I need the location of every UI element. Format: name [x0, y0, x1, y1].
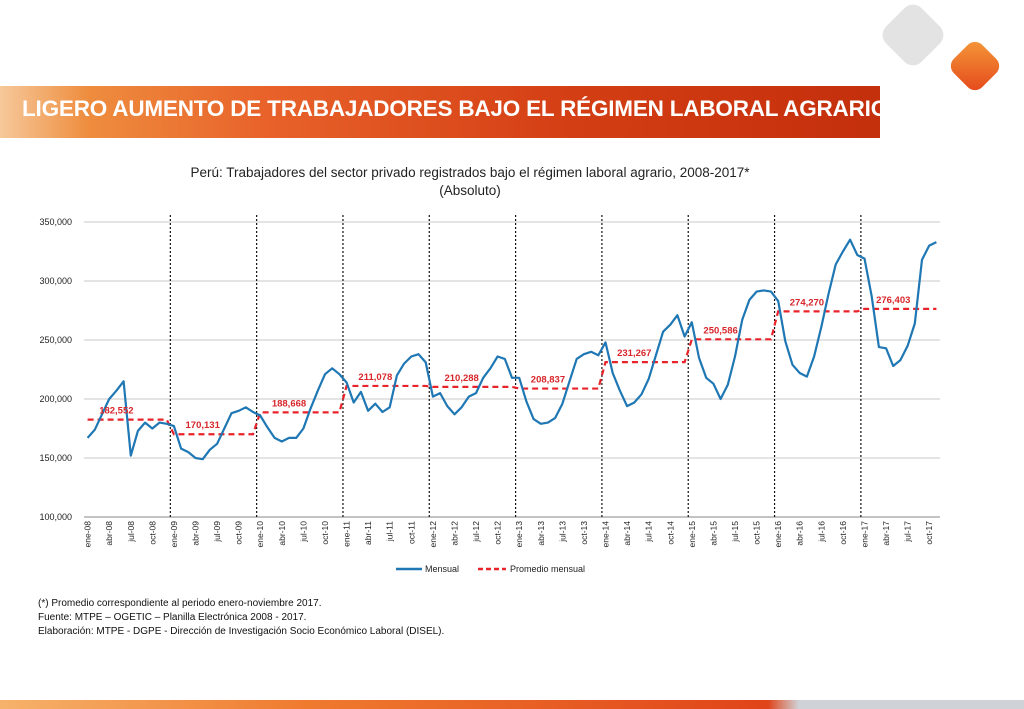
note-line: (*) Promedio correspondiente al periodo … — [38, 598, 322, 609]
average-data-label: 250,586 — [703, 325, 737, 336]
x-tick-label: jul-10 — [298, 521, 308, 543]
x-tick-label: oct-12 — [493, 521, 503, 545]
x-tick-label: oct-10 — [320, 521, 330, 545]
average-data-label: 188,668 — [272, 398, 306, 409]
x-tick-label: ene-17 — [859, 521, 869, 548]
x-tick-label: jul-13 — [557, 521, 567, 543]
logo-orange-diamond — [946, 37, 1004, 95]
note-line: Elaboración: MTPE - DGPE - Dirección de … — [38, 626, 445, 637]
x-tick-label: jul-09 — [212, 521, 222, 543]
x-tick-label: oct-08 — [147, 521, 157, 545]
monthly-series-line — [86, 238, 937, 461]
x-tick-label: jul-12 — [471, 521, 481, 543]
y-tick-label: 250,000 — [39, 335, 72, 345]
average-data-label: 211,078 — [358, 372, 392, 383]
x-tick-label: abr-12 — [449, 521, 459, 546]
logo-gray-diamond — [877, 0, 949, 71]
x-tick-label: abr-08 — [104, 521, 114, 546]
x-tick-label: oct-15 — [752, 521, 762, 545]
chart-title-block: Perú: Trabajadores del sector privado re… — [0, 164, 940, 200]
x-tick-label: ene-13 — [514, 521, 524, 548]
x-tick-label: abr-15 — [708, 521, 718, 546]
x-tick-label: abr-17 — [881, 521, 891, 546]
x-tick-label: ene-11 — [342, 521, 352, 547]
average-data-label: 276,403 — [876, 295, 910, 306]
chart-subtitle: (Absoluto) — [439, 183, 501, 198]
x-tick-label: jul-11 — [385, 521, 395, 542]
average-series-line — [87, 307, 937, 436]
x-tick-label: ene-08 — [83, 521, 93, 548]
average-data-label: 182,552 — [99, 406, 133, 417]
x-tick-label: ene-12 — [428, 521, 438, 548]
x-tick-label: abr-10 — [277, 521, 287, 546]
x-tick-label: abr-16 — [795, 521, 805, 546]
page-title: LIGERO AUMENTO DE TRABAJADORES BAJO EL R… — [22, 96, 888, 121]
x-tick-label: oct-13 — [579, 521, 589, 545]
legend: Mensual Promedio mensual — [396, 564, 585, 574]
x-tick-label: jul-14 — [644, 521, 654, 543]
y-tick-label: 100,000 — [39, 512, 72, 522]
x-tick-label: oct-14 — [665, 521, 675, 545]
x-tick-label: jul-15 — [730, 521, 740, 543]
footer-color-bar — [0, 700, 1024, 709]
x-tick-label: oct-11 — [406, 521, 416, 544]
x-tick-label: oct-16 — [838, 521, 848, 545]
average-data-label: 210,288 — [444, 373, 478, 384]
note-line: Fuente: MTPE – OGETIC – Planilla Electró… — [38, 612, 307, 623]
line-chart: 100,000 150,000 200,000 250,000 300,000 350,0… — [39, 215, 940, 574]
chart-notes: (*) Promedio correspondiente al periodo … — [38, 597, 444, 639]
y-tick-label: 300,000 — [39, 276, 72, 286]
y-tick-label: 350,000 — [39, 217, 72, 227]
average-data-label: 208,837 — [531, 375, 565, 386]
average-data-label: 231,267 — [617, 348, 651, 359]
x-tick-label: abr-13 — [536, 521, 546, 546]
x-tick-label: abr-09 — [190, 521, 200, 546]
x-tick-label: ene-09 — [169, 521, 179, 548]
legend-label-monthly: Mensual — [425, 564, 459, 574]
y-tick-label: 200,000 — [39, 394, 72, 404]
x-tick-label: abr-11 — [363, 521, 373, 545]
y-tick-label: 150,000 — [39, 453, 72, 463]
chart-title: Perú: Trabajadores del sector privado re… — [190, 165, 750, 180]
title-banner: LIGERO AUMENTO DE TRABAJADORES BAJO EL R… — [0, 86, 888, 138]
x-tick-label: abr-14 — [622, 521, 632, 546]
x-tick-label: ene-16 — [773, 521, 783, 548]
average-data-label: 170,131 — [186, 420, 221, 431]
x-tick-label: ene-15 — [687, 521, 697, 548]
legend-label-average: Promedio mensual — [510, 564, 585, 574]
x-tick-label: jul-16 — [816, 521, 826, 543]
x-tick-label: oct-09 — [234, 521, 244, 545]
x-tick-label: ene-10 — [255, 521, 265, 548]
x-tick-label: jul-08 — [126, 521, 136, 543]
x-tick-label: jul-17 — [903, 521, 913, 543]
x-tick-label: oct-17 — [924, 521, 934, 545]
average-data-label: 274,270 — [790, 297, 824, 308]
x-tick-label: ene-14 — [601, 521, 611, 548]
